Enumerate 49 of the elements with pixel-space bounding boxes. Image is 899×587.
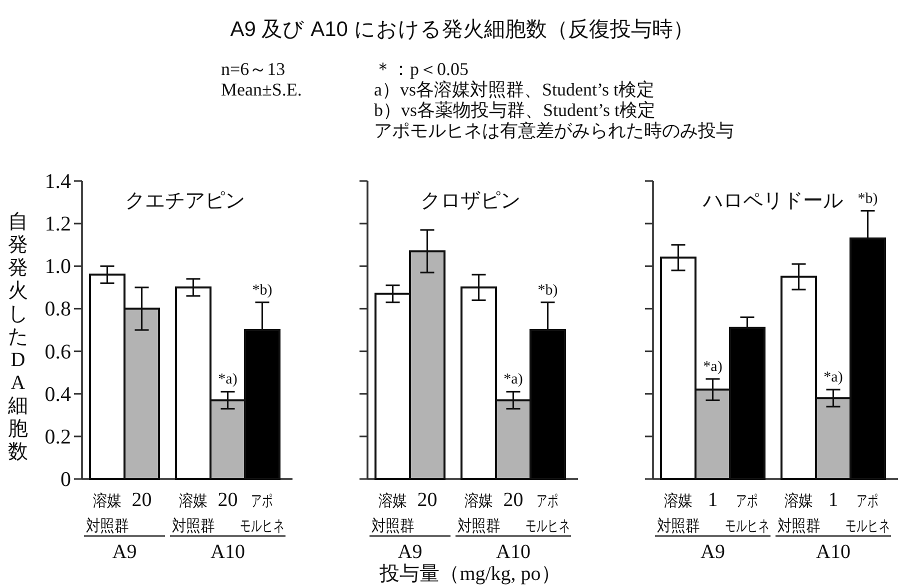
- annotation: ＊：p＜0.05: [374, 59, 468, 79]
- x-tick-label: A9: [112, 541, 137, 563]
- series-label: 20: [417, 489, 438, 511]
- series-label: アポモルヒネ: [240, 492, 284, 535]
- chart-title: ハロペリドール: [703, 190, 843, 212]
- annotation: アポモルヒネは有意差がみられた時のみ投与: [374, 120, 734, 140]
- series-label: 溶媒対照群: [777, 492, 820, 536]
- y-tick-label: 1.0: [44, 254, 71, 278]
- series-label: 溶媒対照群: [457, 492, 500, 536]
- series-label: アポモルヒネ: [526, 492, 570, 535]
- x-tick-label: A10: [816, 541, 850, 563]
- annotation: a）vs各溶媒対照群、Student’s t検定: [374, 80, 655, 100]
- series-label: 1: [828, 489, 838, 511]
- chart-title: クロザピン: [420, 190, 520, 212]
- series-label: 20: [218, 489, 238, 511]
- series-label: 溶媒対照群: [656, 492, 700, 536]
- series-label: 1: [708, 489, 718, 511]
- series-label: 溶媒対照群: [172, 492, 215, 536]
- x-tick-label: A9: [398, 541, 422, 563]
- y-tick-label: 1.4: [44, 169, 71, 193]
- x-tick-label: A10: [496, 541, 530, 563]
- series-label: 20: [132, 489, 152, 511]
- y-tick-label: 0: [60, 467, 71, 491]
- series-label: アポモルヒネ: [725, 492, 770, 535]
- annotation: b）vs各薬物投与群、Student’s t検定: [374, 100, 656, 120]
- x-tick-label: A9: [700, 541, 725, 563]
- y-axis-title: 自発発火したDA細胞数: [8, 211, 28, 463]
- annotation: n=6～13: [221, 59, 286, 79]
- series-label: 溶媒対照群: [86, 492, 129, 536]
- series-label: アポモルヒネ: [846, 492, 890, 535]
- annotation: Mean±S.E.: [221, 80, 302, 100]
- y-tick-label: 1.2: [44, 212, 71, 236]
- data-label: *b): [858, 190, 878, 207]
- data-label: *a): [218, 372, 238, 388]
- chart-title: クエチアピン: [124, 190, 245, 212]
- y-tick-label: 0.4: [44, 382, 71, 406]
- data-label: *a): [824, 370, 843, 386]
- y-tick-label: 0.2: [44, 424, 71, 448]
- chart-title: A9 及び A10 における発火細胞数（反復投与時）: [230, 18, 694, 41]
- data-label: *b): [252, 282, 272, 298]
- y-tick-label: 0.6: [44, 339, 71, 364]
- data-label: *a): [504, 372, 523, 388]
- data-label: *a): [703, 358, 722, 375]
- y-tick-label: 0.8: [44, 296, 71, 321]
- series-label: 20: [503, 489, 524, 511]
- x-axis-title: 投与量（mg/kg, po）: [380, 563, 561, 585]
- data-label: *b): [538, 282, 558, 298]
- series-label: 溶媒対照群: [371, 492, 414, 536]
- x-tick-label: A10: [210, 541, 245, 563]
